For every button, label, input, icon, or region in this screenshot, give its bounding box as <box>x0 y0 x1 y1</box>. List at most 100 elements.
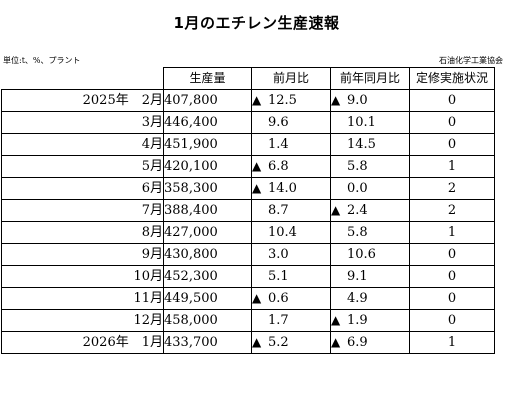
mom-cell: 9.6 <box>251 111 331 134</box>
negative-marker-icon: ▲ <box>331 203 341 217</box>
maintenance-cell: 0 <box>409 111 495 134</box>
header-yoy: 前年同月比 <box>330 67 410 90</box>
table-row: 3月 446,400 9.6 10.1 0 <box>1 111 495 134</box>
mom-value: 6.8 <box>268 159 289 174</box>
production-cell: 427,000 <box>163 221 252 244</box>
table-body: 2025年 2月 407,800 ▲ 12.5 ▲ 9.0 0 3月 446,400 9.6 10.… <box>1 89 495 354</box>
negative-marker-icon: ▲ <box>331 335 341 349</box>
yoy-value: 10.6 <box>347 247 376 262</box>
maintenance-cell: 1 <box>409 221 495 244</box>
month-cell: 2025年 2月 <box>1 89 164 112</box>
mom-value: 10.4 <box>268 225 297 240</box>
yoy-cell: ▲ 6.9 <box>330 331 410 354</box>
yoy-cell: 4.9 <box>330 287 410 310</box>
maintenance-cell: 0 <box>409 133 495 156</box>
production-cell: 458,000 <box>163 309 252 332</box>
header-corner <box>1 67 164 90</box>
table-row: 2026年 1月 433,700 ▲ 5.2 ▲ 6.9 1 <box>1 331 495 354</box>
yoy-value: 10.1 <box>347 115 376 130</box>
production-cell: 451,900 <box>163 133 252 156</box>
production-cell: 358,300 <box>163 177 252 200</box>
source-label: 石油化学工業協会 <box>439 56 503 65</box>
mom-value: 0.6 <box>268 291 289 306</box>
yoy-value: 4.9 <box>347 291 368 306</box>
production-cell: 420,100 <box>163 155 252 178</box>
yoy-cell: ▲ 9.0 <box>330 89 410 112</box>
month-cell: 12月 <box>1 309 164 332</box>
production-cell: 446,400 <box>163 111 252 134</box>
yoy-cell: 0.0 <box>330 177 410 200</box>
table-row: 11月 449,500 ▲ 0.6 4.9 0 <box>1 287 495 310</box>
month-cell: 9月 <box>1 243 164 266</box>
maintenance-cell: 2 <box>409 199 495 222</box>
mom-value: 14.0 <box>268 181 297 196</box>
mom-value: 12.5 <box>268 93 297 108</box>
yoy-cell: ▲ 2.4 <box>330 199 410 222</box>
maintenance-cell: 0 <box>409 89 495 112</box>
negative-marker-icon: ▲ <box>252 335 262 349</box>
table-row: 12月 458,000 1.7 ▲ 1.9 0 <box>1 309 495 332</box>
maintenance-cell: 0 <box>409 309 495 332</box>
negative-marker-icon: ▲ <box>331 93 341 107</box>
maintenance-cell: 1 <box>409 155 495 178</box>
mom-value: 1.4 <box>268 137 289 152</box>
mom-cell: ▲ 14.0 <box>251 177 331 200</box>
yoy-cell: ▲ 1.9 <box>330 309 410 332</box>
mom-value: 9.6 <box>268 115 289 130</box>
ethylene-production-table: 生産量 前月比 前年同月比 定修実施状況 2025年 2月 407,800 ▲ 12.… <box>1 67 495 354</box>
yoy-cell: 5.8 <box>330 155 410 178</box>
yoy-cell: 10.1 <box>330 111 410 134</box>
yoy-value: 6.9 <box>347 335 368 350</box>
yoy-cell: 5.8 <box>330 221 410 244</box>
yoy-value: 14.5 <box>347 137 376 152</box>
unit-note: 単位:t、%、プラント <box>3 56 81 65</box>
header-mom: 前月比 <box>251 67 331 90</box>
table-row: 8月 427,000 10.4 5.8 1 <box>1 221 495 244</box>
yoy-value: 0.0 <box>347 181 368 196</box>
mom-cell: ▲ 12.5 <box>251 89 331 112</box>
negative-marker-icon: ▲ <box>252 159 262 173</box>
yoy-value: 9.1 <box>347 269 368 284</box>
yoy-value: 1.9 <box>347 313 368 328</box>
yoy-cell: 10.6 <box>330 243 410 266</box>
mom-value: 1.7 <box>268 313 289 328</box>
month-cell: 2026年 1月 <box>1 331 164 354</box>
month-cell: 5月 <box>1 155 164 178</box>
maintenance-cell: 1 <box>409 331 495 354</box>
mom-value: 3.0 <box>268 247 289 262</box>
yoy-cell: 9.1 <box>330 265 410 288</box>
header-production: 生産量 <box>163 67 252 90</box>
yoy-value: 2.4 <box>347 203 368 218</box>
negative-marker-icon: ▲ <box>252 93 262 107</box>
table-row: 6月 358,300 ▲ 14.0 0.0 2 <box>1 177 495 200</box>
month-cell: 10月 <box>1 265 164 288</box>
production-cell: 433,700 <box>163 331 252 354</box>
mom-cell: 5.1 <box>251 265 331 288</box>
yoy-value: 9.0 <box>347 93 368 108</box>
negative-marker-icon: ▲ <box>252 181 262 195</box>
table-row: 5月 420,100 ▲ 6.8 5.8 1 <box>1 155 495 178</box>
yoy-value: 5.8 <box>347 225 368 240</box>
mom-cell: ▲ 5.2 <box>251 331 331 354</box>
mom-cell: 10.4 <box>251 221 331 244</box>
production-cell: 430,800 <box>163 243 252 266</box>
production-cell: 449,500 <box>163 287 252 310</box>
table-row: 4月 451,900 1.4 14.5 0 <box>1 133 495 156</box>
mom-cell: 1.7 <box>251 309 331 332</box>
table-row: 9月 430,800 3.0 10.6 0 <box>1 243 495 266</box>
yoy-value: 5.8 <box>347 159 368 174</box>
yoy-cell: 14.5 <box>330 133 410 156</box>
month-cell: 3月 <box>1 111 164 134</box>
month-cell: 7月 <box>1 199 164 222</box>
mom-cell: ▲ 6.8 <box>251 155 331 178</box>
month-cell: 8月 <box>1 221 164 244</box>
table-row: 10月 452,300 5.1 9.1 0 <box>1 265 495 288</box>
month-cell: 6月 <box>1 177 164 200</box>
production-cell: 452,300 <box>163 265 252 288</box>
page-title: 1月のエチレン生産速報 <box>173 14 340 32</box>
mom-cell: ▲ 0.6 <box>251 287 331 310</box>
header-row: 生産量 前月比 前年同月比 定修実施状況 <box>1 67 495 90</box>
production-cell: 388,400 <box>163 199 252 222</box>
mom-value: 5.1 <box>268 269 289 284</box>
mom-cell: 3.0 <box>251 243 331 266</box>
